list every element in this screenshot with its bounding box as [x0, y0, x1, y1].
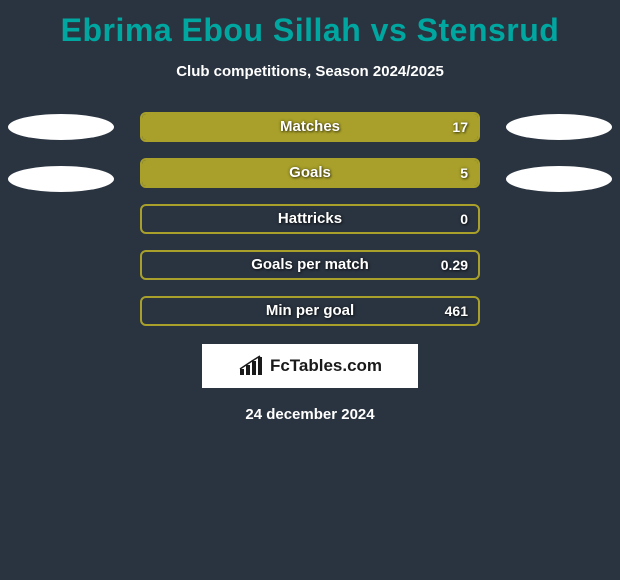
bar-value: 0 [460, 206, 468, 232]
bar-value: 0.29 [441, 252, 468, 278]
bar-label: Min per goal [142, 298, 478, 324]
bar-track: Goals per match0.29 [140, 250, 480, 280]
bar-track: Hattricks0 [140, 204, 480, 234]
bar-value: 5 [460, 160, 468, 186]
player-left-marker [8, 166, 114, 192]
chart-row: Matches17 [0, 112, 620, 142]
logo-text: FcTables.com [270, 356, 382, 376]
bar-track: Matches17 [140, 112, 480, 142]
page-title: Ebrima Ebou Sillah vs Stensrud [0, 0, 620, 49]
chart-row: Goals per match0.29 [0, 250, 620, 280]
comparison-chart: Matches17 Goals5 Hattricks0 Goals per match… [0, 112, 620, 326]
player-left-marker [8, 114, 114, 140]
fctables-logo[interactable]: FcTables.com [202, 344, 418, 388]
bar-label: Hattricks [142, 206, 478, 232]
chart-row: Hattricks0 [0, 204, 620, 234]
bar-label: Goals [142, 160, 478, 186]
subtitle: Club competitions, Season 2024/2025 [0, 63, 620, 80]
bar-track: Goals5 [140, 158, 480, 188]
player-right-marker [506, 166, 612, 192]
bar-label: Goals per match [142, 252, 478, 278]
bar-value: 17 [452, 114, 468, 140]
chart-row: Min per goal461 [0, 296, 620, 326]
bar-track: Min per goal461 [140, 296, 480, 326]
bar-label: Matches [142, 114, 478, 140]
chart-row: Goals5 [0, 158, 620, 188]
date-line: 24 december 2024 [0, 406, 620, 423]
bar-value: 461 [445, 298, 468, 324]
bars-icon [238, 355, 264, 377]
player-right-marker [506, 114, 612, 140]
